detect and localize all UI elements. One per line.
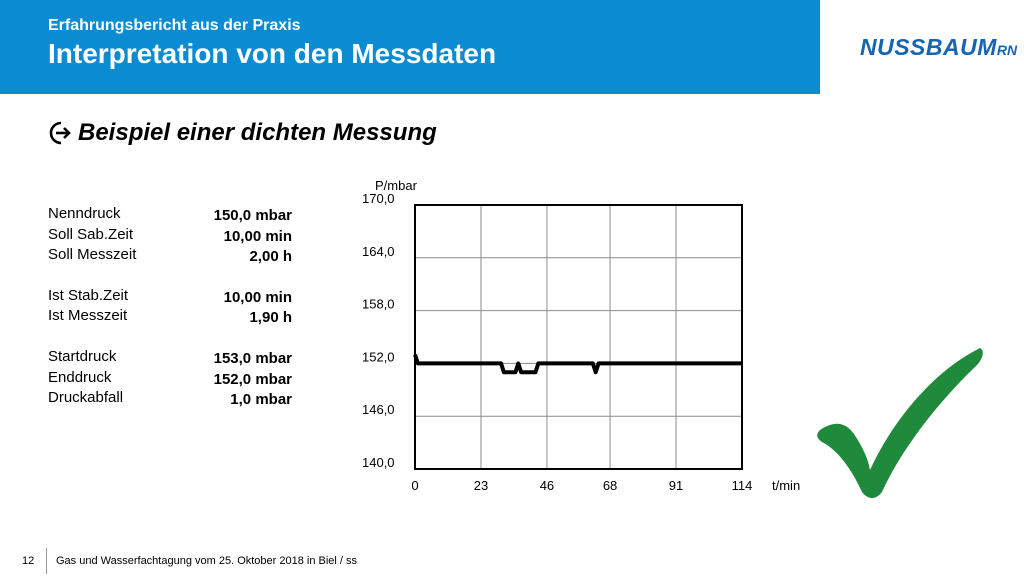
y-tick-label: 146,0 [362,402,395,417]
company-logo: NUSSBAUMRN [860,34,1017,61]
x-tick-label: 68 [603,478,617,493]
header-band [0,0,820,94]
logo-suffix: RN [996,42,1018,58]
param-value: 10,00 min [223,288,292,306]
param-value: 1,90 h [249,309,292,327]
x-axis-label: t/min [772,478,800,493]
y-tick-label: 158,0 [362,297,395,312]
arrow-right-circle-icon [49,121,71,145]
page-title: Interpretation von den Messdaten [48,38,497,69]
x-tick-label: 114 [732,478,753,493]
param-label: Ist Messzeit [48,307,128,325]
plot-frame [414,204,743,470]
y-tick-label: 164,0 [362,244,395,259]
checkmark-icon [817,348,983,498]
series-line [413,353,742,375]
pressure-chart: 140,0 146,0 152,0 158,0 164,0 170,0 0 23 46 68 91 1… [362,178,800,493]
y-tick-label: 140,0 [362,455,395,470]
chart-ticks: 140,0 146,0 152,0 158,0 164,0 170,0 0 23 46 68 91 1… [362,191,752,493]
param-label: Druckabfall [48,389,124,407]
y-tick-label: 170,0 [362,191,395,206]
bullet-heading: Beispiel einer dichten Messung [48,119,437,147]
logo-name: NUSSBAUM [860,34,997,60]
param-value: 1,0 mbar [230,391,292,409]
param-value: 10,00 min [223,227,292,245]
y-axis-label: P/mbar [375,178,418,193]
x-tick-label: 23 [474,478,488,493]
page-number: 12 [22,555,35,567]
param-label: Soll Messzeit [48,246,137,264]
param-value: 150,0 mbar [213,207,292,224]
footer-divider [46,548,47,574]
chart-grid [414,204,743,470]
param-value: 153,0 mbar [213,349,292,367]
x-tick-label: 0 [411,478,418,493]
param-value: 152,0 mbar [213,370,292,388]
footer-text: Gas und Wasserfachtagung vom 25. Oktober… [56,555,358,567]
param-label: Nenndruck [48,205,121,222]
param-label: Enddruck [48,368,112,386]
header-subtitle: Erfahrungsbericht aus der Praxis [48,17,301,34]
param-label: Startdruck [48,347,117,365]
x-tick-label: 46 [540,478,554,493]
y-tick-label: 152,0 [362,349,395,364]
param-label: Ist Stab.Zeit [48,286,129,304]
chart-series [413,353,742,375]
param-value: 2,00 h [249,248,292,266]
param-label: Soll Sab.Zeit [48,225,134,243]
x-tick-label: 91 [669,478,683,493]
bullet-text: Beispiel einer dichten Messung [78,119,437,146]
